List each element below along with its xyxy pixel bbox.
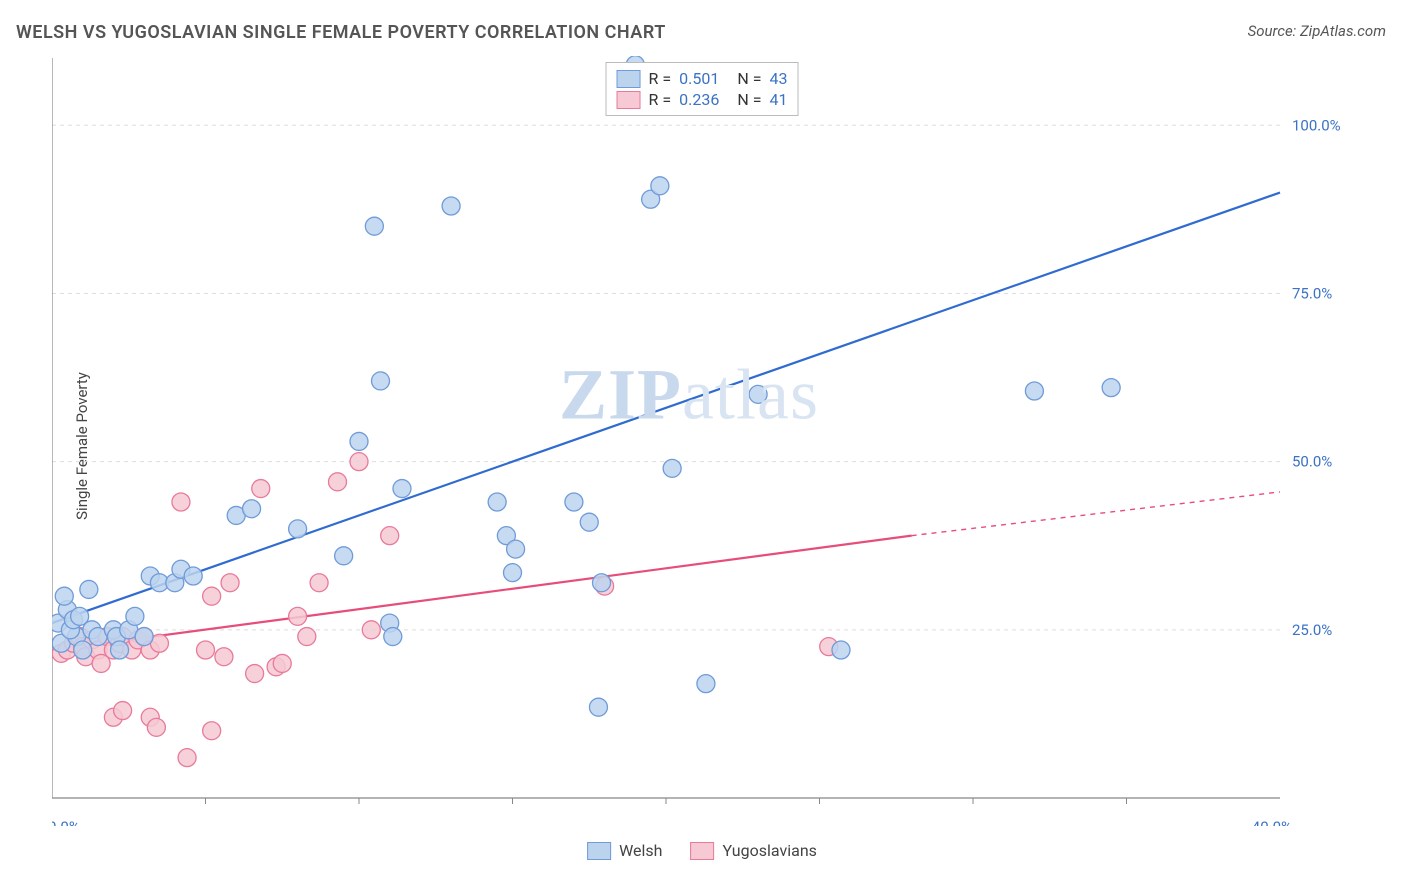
y-tick-label: 100.0% [1292,116,1341,134]
y-tick-label: 50.0% [1292,453,1332,471]
data-point [580,513,598,531]
welsh-swatch-icon [587,842,611,860]
legend-label-welsh: Welsh [619,841,662,860]
data-point [663,459,681,477]
data-point [135,628,153,646]
data-point [215,648,233,666]
data-point [178,749,196,767]
data-point [1102,379,1120,397]
data-point [184,567,202,585]
yugoslavians-swatch-icon [691,842,715,860]
data-point [289,520,307,538]
data-point [252,480,270,498]
data-point [749,385,767,403]
legend-item-yugoslavians: Yugoslavians [691,841,817,860]
data-point [350,432,368,450]
data-point [114,702,132,720]
stats-row-yugoslavians: R = 0.236 N = 41 [617,90,788,109]
data-point [350,453,368,471]
data-point [488,493,506,511]
series-legend: Welsh Yugoslavians [587,841,817,860]
data-point [197,641,215,659]
legend-item-welsh: Welsh [587,841,662,860]
data-point [80,580,98,598]
data-point [273,654,291,672]
data-point [74,641,92,659]
yugoslavians-swatch-icon [617,91,641,109]
data-point [246,665,264,683]
x-tick-label: 40.0% [1252,818,1292,826]
y-tick-label: 25.0% [1292,621,1332,639]
data-point [298,628,316,646]
data-point [310,574,328,592]
data-point [335,547,353,565]
x-tick-label: 0.0% [52,818,80,826]
data-point [384,628,402,646]
r-label: R = [649,69,672,88]
welsh-swatch-icon [617,70,641,88]
data-point [589,698,607,716]
yugoslavians-r-value: 0.236 [679,90,719,109]
data-point [507,540,525,558]
data-point [371,372,389,390]
n-label: N = [737,69,761,88]
r-label: R = [649,90,672,109]
data-point [329,473,347,491]
data-point [221,574,239,592]
stats-row-welsh: R = 0.501 N = 43 [617,69,788,88]
data-point [172,493,190,511]
data-point [362,621,380,639]
chart-title: WELSH VS YUGOSLAVIAN SINGLE FEMALE POVER… [16,22,666,43]
data-point [504,564,522,582]
data-point [126,607,144,625]
legend-label-yugoslavians: Yugoslavians [723,841,817,860]
yugoslavians-n-value: 41 [769,90,787,109]
data-point [565,493,583,511]
data-point [289,607,307,625]
data-point [203,722,221,740]
y-tick-label: 75.0% [1292,284,1332,302]
source-attribution: Source: ZipAtlas.com [1248,22,1386,40]
data-point [1025,382,1043,400]
data-point [243,500,261,518]
welsh-n-value: 43 [769,69,787,88]
data-point [651,177,669,195]
data-point [111,641,129,659]
data-point [697,675,715,693]
data-point [381,527,399,545]
data-point [203,587,221,605]
data-point [593,574,611,592]
data-point [365,217,383,235]
data-point [55,587,73,605]
n-label: N = [737,90,761,109]
welsh-r-value: 0.501 [679,69,719,88]
data-point [393,480,411,498]
stats-legend: R = 0.501 N = 43 R = 0.236 N = 41 [606,62,799,116]
data-point [832,641,850,659]
data-point [147,718,165,736]
data-point [442,197,460,215]
chart-area: 25.0%50.0%75.0%100.0%0.0%40.0% ZIPatlas … [52,56,1352,826]
scatter-plot-svg: 25.0% 50.0% 75.0% 100.0% 0.0% 40.0% [52,56,1352,826]
